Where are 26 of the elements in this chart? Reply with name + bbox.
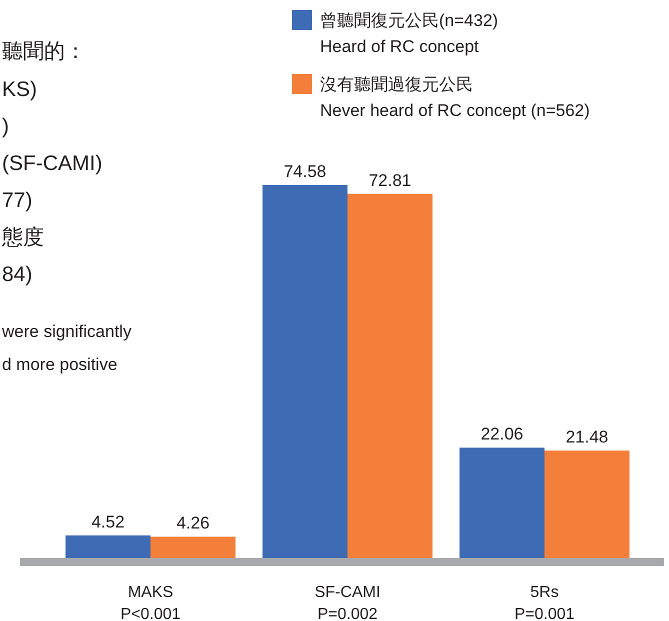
legend-label: 沒有聽聞過復元公民 Never heard of RC concept (n=562)	[320, 75, 590, 120]
x-tick-label: SF-CAMI P=0.002	[314, 584, 380, 621]
text: 態度	[1, 226, 44, 249]
text: 聽聞的：	[2, 40, 86, 63]
bar	[348, 194, 432, 558]
x-tick-label: 5Rs P=0.001	[514, 584, 575, 621]
annotation: d more positive	[2, 355, 118, 374]
bar	[262, 185, 348, 558]
legend-label: 曾聽聞復元公民(n=432) Heard of RC concept	[320, 11, 498, 56]
x-tick-label: MAKS P<0.001	[120, 584, 181, 621]
data-label: 72.81	[368, 170, 412, 190]
data-label: 22.06	[480, 424, 524, 444]
bar	[150, 536, 236, 558]
data-label: 21.48	[566, 428, 608, 447]
bar	[544, 450, 630, 558]
annotation: were significantly	[1, 322, 132, 341]
text: KS)	[2, 78, 38, 101]
text: 84)	[2, 263, 32, 286]
data-label: 4.26	[176, 514, 210, 533]
bar	[66, 535, 150, 558]
data-label: 4.52	[91, 512, 125, 532]
text: (SF-CAMI)	[2, 152, 102, 175]
text: 77)	[2, 189, 32, 212]
bar	[460, 448, 544, 558]
text: )	[2, 115, 9, 138]
data-label: 74.58	[284, 162, 326, 181]
